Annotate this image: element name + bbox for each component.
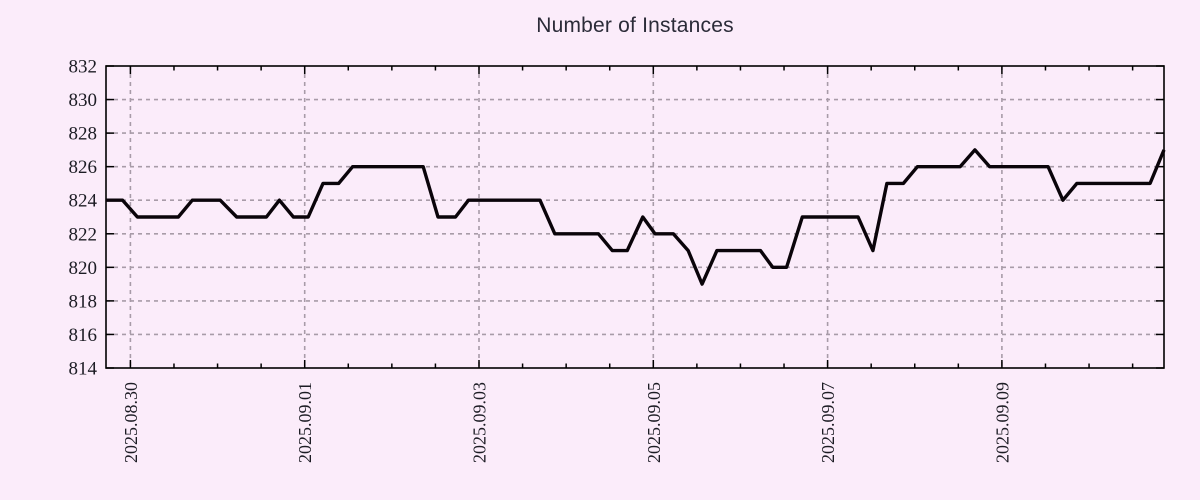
x-tick-label: 2025.09.03 <box>470 382 490 463</box>
y-tick-label: 832 <box>69 57 98 78</box>
y-tick-label: 814 <box>69 359 98 380</box>
plot-border <box>105 65 1165 369</box>
chart-title: Number of Instances <box>536 14 734 37</box>
y-tick-label: 816 <box>69 325 98 346</box>
axis-labels: 814 816 818 820 822 824 826 828 830 832 2025.08.30… <box>69 57 1013 464</box>
x-tick-label: 2025.09.05 <box>644 382 664 463</box>
y-tick-label: 824 <box>69 191 98 212</box>
y-tick-label: 818 <box>69 291 98 312</box>
y-tick-label: 830 <box>69 90 98 111</box>
y-tick-label: 826 <box>69 157 98 178</box>
y-tick-label: 820 <box>69 258 98 279</box>
y-tick-label: 828 <box>69 124 98 145</box>
x-tick-label: 2025.08.30 <box>121 382 141 463</box>
x-tick-label: 2025.09.07 <box>818 382 838 463</box>
x-tick-label: 2025.09.09 <box>992 382 1012 463</box>
data-line-instances <box>106 148 1166 286</box>
y-tick-label: 822 <box>69 224 98 245</box>
x-tick-label: 2025.09.01 <box>295 382 315 463</box>
